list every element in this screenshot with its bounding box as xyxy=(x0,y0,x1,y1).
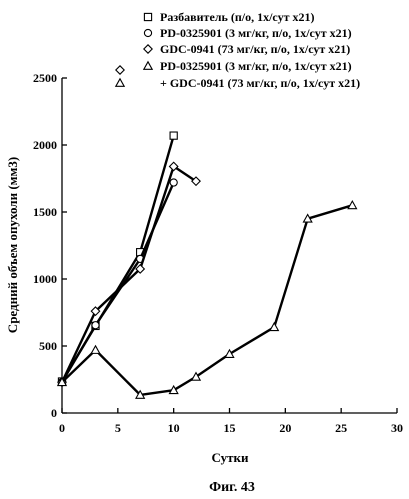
data-point-triangle xyxy=(168,384,179,395)
series-line xyxy=(60,182,175,383)
data-point-diamond xyxy=(90,306,101,317)
y-tick-label: 2000 xyxy=(33,138,57,152)
data-point-triangle xyxy=(90,344,101,354)
x-tick-label: 25 xyxy=(335,421,347,435)
data-point-triangle xyxy=(347,199,358,210)
data-point-diamond xyxy=(191,176,201,187)
series-4 xyxy=(56,199,358,399)
data-point-circle xyxy=(143,28,153,38)
series-1 xyxy=(57,131,178,386)
data-point-circle xyxy=(169,178,178,187)
x-tick-label: 30 xyxy=(391,421,403,435)
y-tick-label: 500 xyxy=(39,339,57,353)
data-point-diamond xyxy=(115,65,125,75)
data-point-triangle xyxy=(142,60,154,70)
legend-label: Разбавитель (п/о, 1х/сут x21) xyxy=(160,10,314,24)
data-point-triangle xyxy=(135,389,146,399)
y-tick-label: 2500 xyxy=(33,71,57,85)
data-point-triangle xyxy=(302,213,313,223)
y-tick-label: 1500 xyxy=(33,205,57,219)
data-point-square xyxy=(169,131,178,140)
data-point-triangle xyxy=(56,376,68,387)
chart-axes xyxy=(61,78,397,414)
series-3 xyxy=(57,161,201,388)
x-tick-label: 15 xyxy=(224,421,236,435)
data-point-diamond xyxy=(168,161,179,172)
x-axis-title: Сутки xyxy=(212,450,249,465)
data-point-diamond xyxy=(135,263,146,274)
figure-caption: Фиг. 43 xyxy=(209,480,255,495)
chart-legend: Разбавитель (п/о, 1х/сут x21) PD-0325901 … xyxy=(114,10,360,90)
data-point-triangle xyxy=(190,371,202,381)
legend-label: GDC-0941 (73 мг/кг, п/о, 1х/сут x21) xyxy=(160,42,350,56)
legend-label: + GDC-0941 (73 мг/кг, п/о, 1х/сут x21) xyxy=(160,76,360,90)
x-tick-label: 20 xyxy=(279,421,291,435)
data-point-square xyxy=(143,12,153,22)
x-tick-label: 0 xyxy=(59,421,65,435)
data-point-triangle xyxy=(114,77,126,87)
legend-label: PD-0325901 (3 мг/кг, п/о, 1х/сут x21) xyxy=(160,59,352,73)
data-point-triangle xyxy=(269,321,280,332)
y-tick-label: 1000 xyxy=(33,272,57,286)
y-axis-title: Средний объем опухоли (мм3) xyxy=(5,157,20,333)
data-point-circle xyxy=(91,321,100,330)
x-tick-label: 5 xyxy=(115,421,121,435)
legend-label: PD-0325901 (3 мг/кг, п/о, 1х/сут x21) xyxy=(160,26,352,40)
chart-ticks: 0 500 1000 1500 2000 2500 0 5 10 15 20 25 30 xyxy=(33,71,403,435)
chart-series xyxy=(56,131,358,399)
data-point-diamond xyxy=(143,44,153,54)
y-tick-label: 0 xyxy=(51,406,57,420)
data-point-triangle xyxy=(224,348,235,358)
x-tick-label: 10 xyxy=(168,421,180,435)
